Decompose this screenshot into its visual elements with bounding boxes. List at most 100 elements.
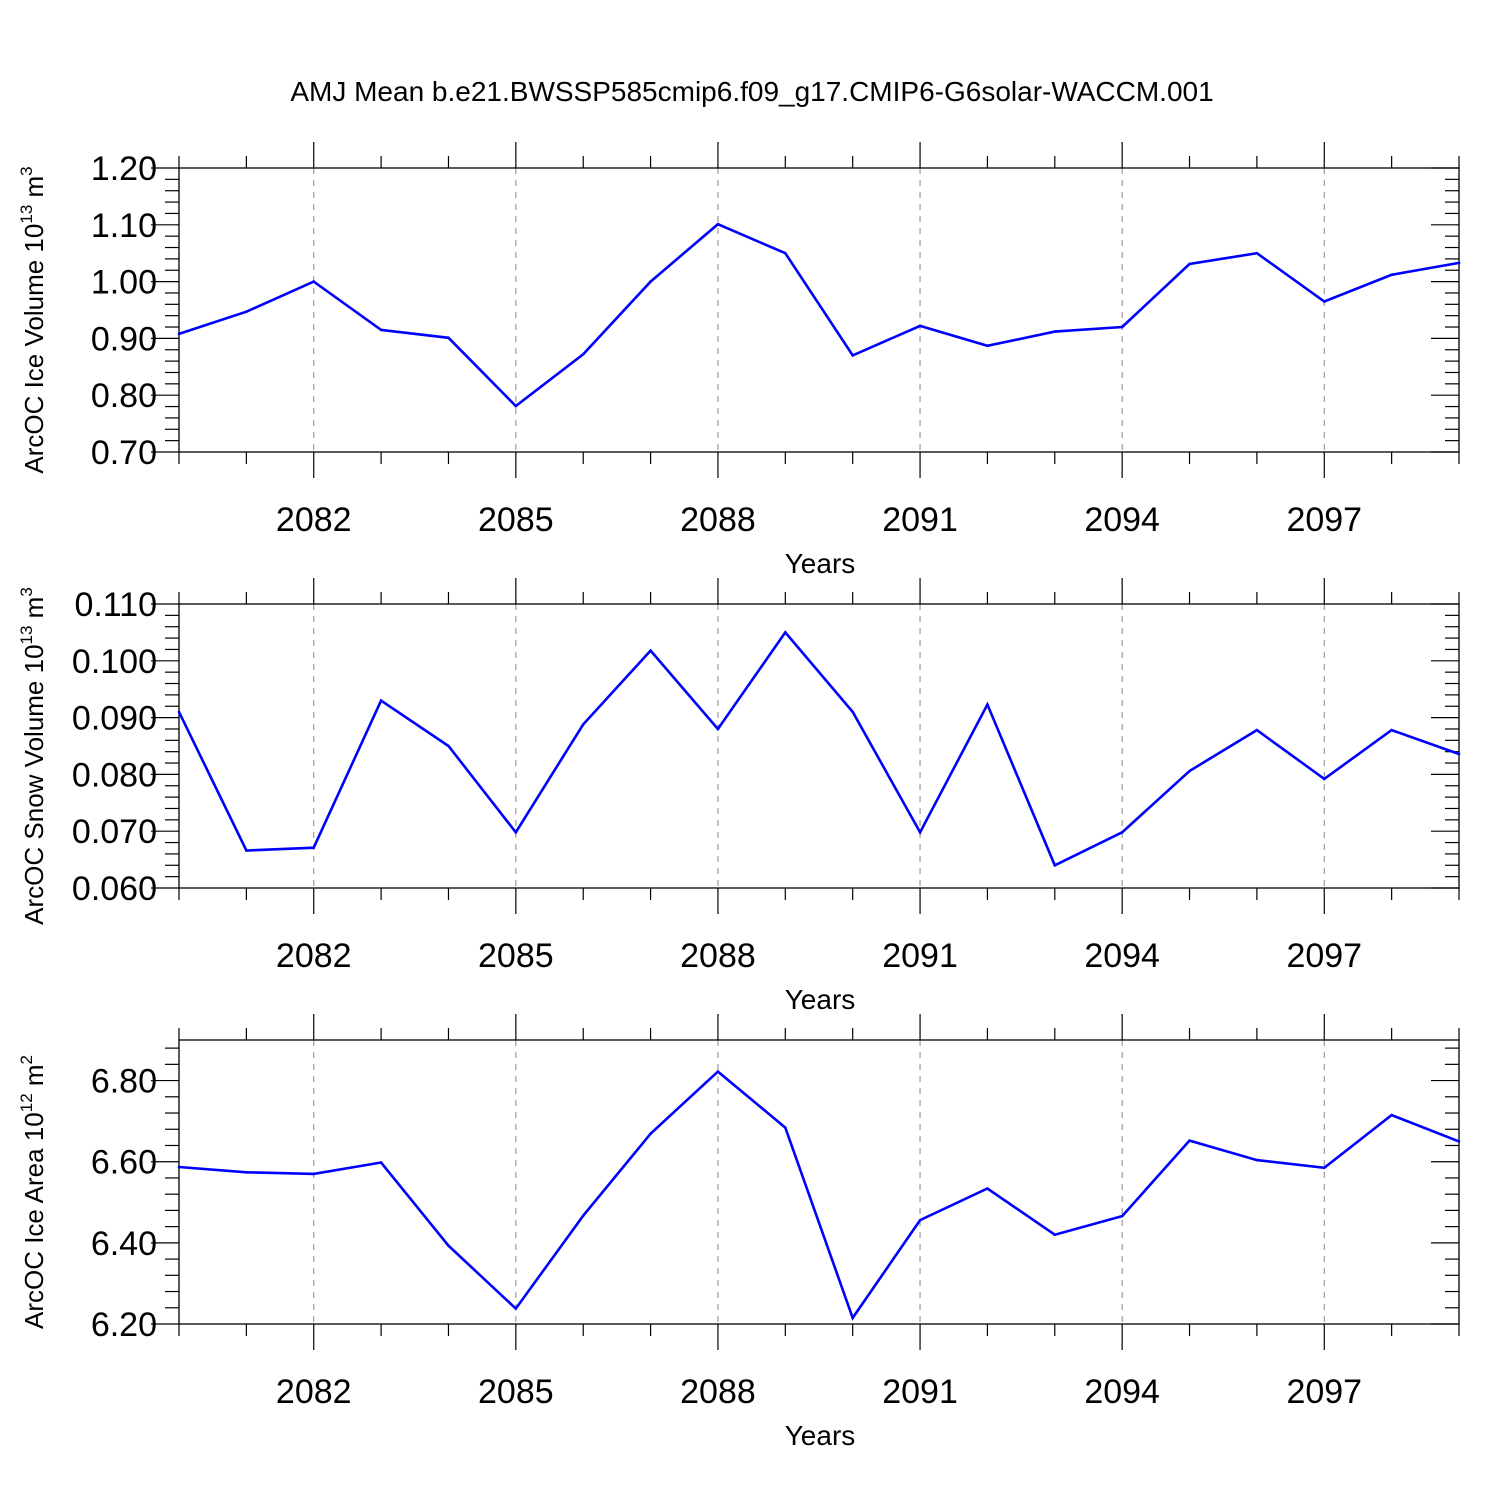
y-tick-label: 0.090 [72, 700, 157, 738]
x-tick-label: 2091 [882, 1373, 958, 1411]
y-tick-label: 6.80 [91, 1063, 157, 1101]
y-axis-label-text: ArcOC Snow Volume 10 [19, 644, 49, 924]
x-tick-label: 2088 [680, 1373, 756, 1411]
data-point [1390, 273, 1393, 277]
data-point [986, 1187, 989, 1190]
plot-frame [178, 603, 1460, 889]
y-tick-label: 1.10 [91, 207, 157, 245]
x-tick-label: 2097 [1286, 501, 1362, 539]
y-axis-label-unit: m [19, 176, 49, 205]
panel-3: 6.20 6.40 6.60 6.80 2082 2085 2088 2091 2094 2097… [17, 1014, 1461, 1451]
y-tick-label: 0.70 [91, 434, 157, 472]
data-point [1188, 262, 1191, 266]
data-point [1322, 777, 1326, 781]
x-tick-label: 2094 [1084, 937, 1160, 975]
data-point [649, 649, 652, 652]
data-point [245, 310, 248, 314]
data-point [379, 699, 383, 702]
plot-frame [178, 167, 1460, 453]
data-point [245, 1170, 248, 1174]
y-axis-label-text: ArcOC Ice Volume 10 [19, 224, 49, 474]
y-axis-label: ArcOC Snow Volume 1013 m3 [17, 587, 49, 925]
chart-title: AMJ Mean b.e21.BWSSP585cmip6.f09_g17.CMI… [290, 76, 1213, 107]
data-point [312, 280, 316, 283]
y-axis-label-unit-exponent: 3 [17, 166, 36, 175]
y-tick-label: 1.00 [91, 264, 157, 302]
data-point [1255, 1158, 1259, 1162]
x-tick-label: 2085 [478, 1373, 554, 1411]
data-point [784, 251, 787, 255]
data-point [1053, 1233, 1057, 1237]
x-tick-label: 2088 [680, 501, 756, 539]
data-point [784, 631, 787, 634]
data-point [1120, 1214, 1124, 1218]
x-axis-label: Years [785, 1420, 856, 1451]
x-axis-label: Years [785, 548, 856, 579]
data-point [312, 846, 316, 849]
y-axis-label-exponent: 12 [17, 1093, 36, 1112]
data-point [716, 222, 720, 226]
data-point [177, 1165, 181, 1169]
data-point [1457, 1140, 1461, 1143]
series-line [177, 630, 1460, 868]
data-point [447, 744, 450, 748]
y-tick-label: 0.90 [91, 320, 157, 358]
y-tick-label: 0.060 [72, 870, 157, 908]
y-tick-label: 0.100 [72, 643, 157, 681]
plot-frame [178, 1039, 1460, 1325]
data-point [177, 332, 181, 336]
series-line [178, 222, 1460, 408]
y-tick-label: 0.80 [91, 377, 157, 415]
x-tick-label: 2094 [1084, 501, 1160, 539]
data-point [649, 1132, 652, 1136]
data-point [581, 1214, 585, 1217]
x-tick-label: 2082 [276, 1373, 352, 1411]
data-point [447, 1244, 450, 1247]
data-point [245, 849, 248, 852]
y-axis-label-unit-exponent: 3 [17, 587, 36, 596]
data-point [851, 710, 854, 714]
x-tick-label: 2097 [1286, 937, 1362, 975]
y-tick-label: 6.60 [91, 1144, 157, 1182]
data-point [514, 1307, 518, 1310]
data-point [1120, 325, 1124, 329]
data-point [918, 324, 922, 328]
x-axis-label: Years [785, 984, 856, 1015]
y-axis-label: ArcOC Ice Volume 1013 m3 [17, 166, 49, 473]
data-point [851, 354, 854, 357]
data-point [1390, 728, 1393, 732]
data-point [581, 353, 585, 356]
data-point [649, 280, 652, 283]
y-tick-label: 1.20 [91, 150, 157, 188]
data-point [986, 703, 989, 706]
data-point [784, 1126, 787, 1129]
data-point [1188, 1139, 1191, 1142]
x-tick-label: 2091 [882, 501, 958, 539]
data-point [312, 1172, 316, 1176]
x-tick-label: 2097 [1286, 1373, 1362, 1411]
data-point [1053, 330, 1057, 333]
data-point [918, 831, 922, 834]
y-axis-label-unit-exponent: 2 [17, 1055, 36, 1064]
series-line [178, 1069, 1460, 1321]
data-point [716, 1070, 720, 1073]
y-axis-label-exponent: 13 [17, 626, 36, 645]
data-point [986, 344, 989, 348]
x-tick-label: 2088 [680, 937, 756, 975]
data-point [177, 710, 181, 714]
data-point [1255, 251, 1259, 255]
data-point [1322, 1166, 1326, 1170]
data-point [1053, 863, 1057, 867]
y-tick-label: 6.40 [91, 1225, 157, 1263]
data-point [1390, 1113, 1393, 1117]
data-point [379, 1161, 383, 1164]
data-point [851, 1316, 854, 1320]
data-point [1457, 752, 1461, 756]
y-tick-label: 6.20 [91, 1306, 157, 1344]
data-point [918, 1218, 922, 1222]
y-tick-label: 0.070 [72, 813, 157, 851]
data-point [447, 336, 450, 340]
data-point [379, 328, 383, 332]
chart-panels: 0.70 0.80 0.90 1.00 1.10 1.20 2082 2085 2088 2091… [17, 142, 1461, 1451]
